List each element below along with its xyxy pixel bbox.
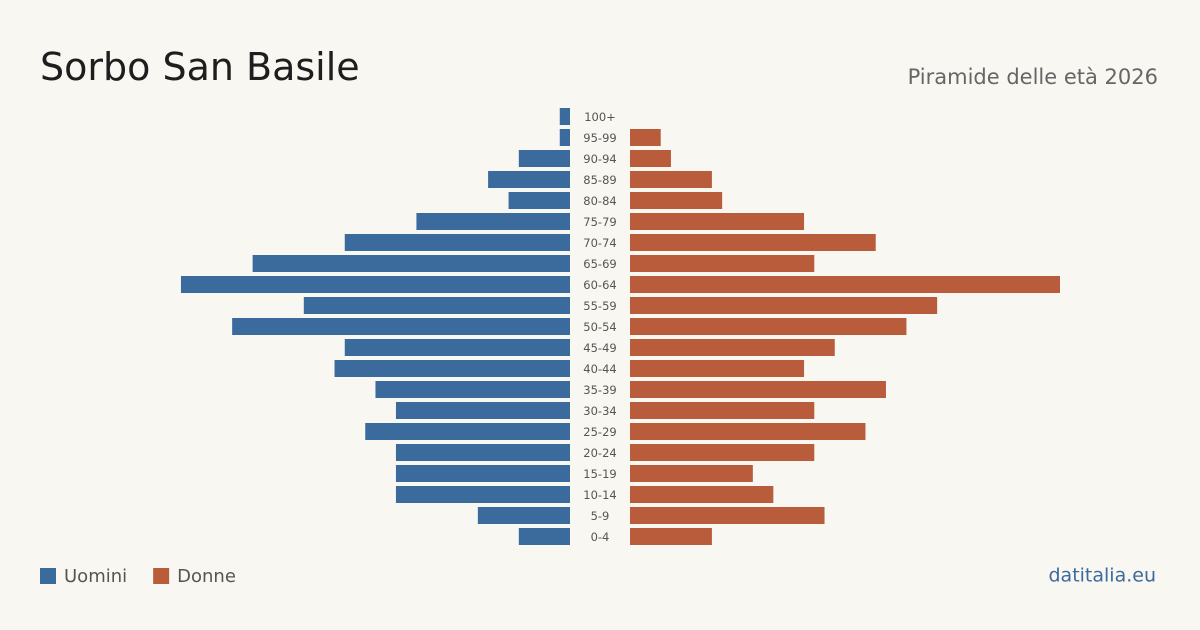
bar [630, 213, 805, 230]
bar [630, 276, 1060, 293]
bar [395, 465, 570, 482]
bar [630, 444, 815, 461]
bar [375, 381, 570, 398]
bar [395, 402, 570, 419]
bar [232, 318, 570, 335]
category-label: 55-59 [583, 299, 616, 313]
category-label: 10-14 [583, 488, 616, 502]
bar [559, 108, 570, 125]
category-label: 100+ [584, 110, 616, 124]
bar [630, 360, 805, 377]
bar [630, 318, 907, 335]
bar [395, 486, 570, 503]
bar [365, 423, 570, 440]
category-label: 85-89 [583, 173, 616, 187]
bar [334, 360, 570, 377]
legend-label: Donne [177, 566, 236, 587]
bar [559, 129, 570, 146]
category-label: 95-99 [583, 131, 616, 145]
category-label: 25-29 [583, 425, 616, 439]
category-label: 40-44 [583, 362, 616, 376]
bar [630, 234, 876, 251]
bar [630, 402, 815, 419]
bar [630, 465, 753, 482]
bar [252, 255, 570, 272]
source: datitalia.eu [1049, 565, 1157, 587]
bar [344, 339, 570, 356]
bar [518, 528, 570, 545]
bar [630, 297, 938, 314]
legend-swatch [153, 568, 170, 584]
category-label: 80-84 [583, 194, 616, 208]
category-label: 65-69 [583, 257, 616, 271]
bar [630, 339, 835, 356]
bar [630, 129, 661, 146]
bar [630, 486, 774, 503]
category-label: 90-94 [583, 152, 616, 166]
category-label: 15-19 [583, 467, 616, 481]
category-label: 35-39 [583, 383, 616, 397]
bar [630, 528, 712, 545]
category-label: 75-79 [583, 215, 616, 229]
legend-swatch [40, 568, 56, 584]
bar [630, 171, 712, 188]
category-label: 70-74 [583, 236, 616, 250]
bar [395, 444, 570, 461]
bar [477, 507, 570, 524]
bar [508, 192, 570, 209]
chart-subtitle: Piramide delle età 2026 [908, 65, 1158, 89]
chart-title: Sorbo San Basile [40, 45, 360, 89]
bar [344, 234, 570, 251]
category-label: 0-4 [591, 530, 610, 544]
bar [630, 507, 825, 524]
bar [630, 423, 866, 440]
category-label: 5-9 [591, 509, 610, 523]
category-label: 50-54 [583, 320, 616, 334]
bar [630, 150, 671, 167]
bar [518, 150, 570, 167]
category-label: 45-49 [583, 341, 616, 355]
bar [180, 276, 570, 293]
category-label: 60-64 [583, 278, 616, 292]
bar [630, 255, 815, 272]
bar [630, 192, 723, 209]
bar [303, 297, 570, 314]
legend-label: Uomini [64, 566, 127, 587]
bar [630, 381, 886, 398]
category-label: 30-34 [583, 404, 616, 418]
bar [488, 171, 570, 188]
bar [416, 213, 570, 230]
category-label: 20-24 [583, 446, 616, 460]
